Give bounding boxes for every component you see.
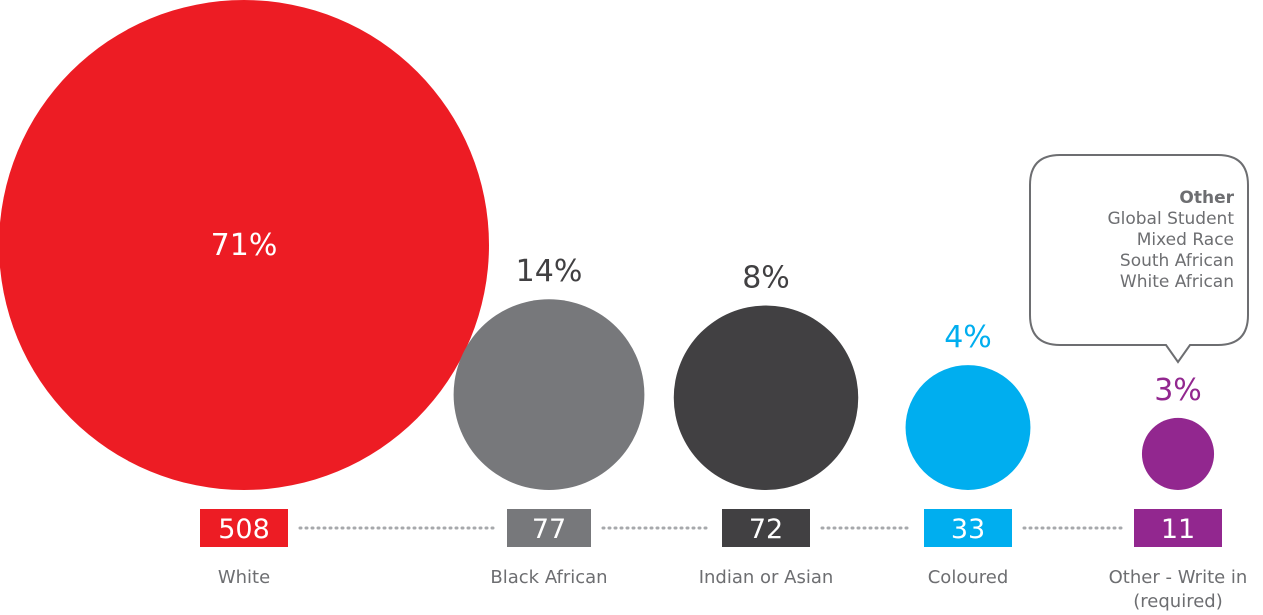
percent-label: 3% (1154, 373, 1202, 408)
callout-title: Other (1179, 188, 1234, 208)
count-label: 72 (749, 514, 783, 545)
category-label: Coloured (928, 567, 1009, 588)
bubble (453, 299, 645, 490)
category-label: Indian or Asian (699, 567, 834, 588)
percent-label: 14% (516, 254, 583, 289)
callout-item: Global Student (1107, 209, 1234, 229)
callout-item: White African (1119, 272, 1234, 292)
callout-item: Mixed Race (1136, 230, 1234, 250)
category-label: Other - Write in (required) (1109, 567, 1248, 612)
count-box (507, 509, 591, 547)
bubbles (0, 0, 1215, 490)
count-boxes: 508 77 72 33 11 (200, 509, 1222, 547)
percent-label: 8% (742, 261, 790, 296)
bubble (1141, 417, 1215, 490)
callout-item: South African (1119, 251, 1234, 271)
percent-label: 4% (944, 320, 992, 355)
count-box (1134, 509, 1222, 547)
category-label: Black African (490, 567, 607, 588)
bubble (673, 305, 859, 490)
count-label: 508 (218, 514, 270, 545)
bubble (905, 365, 1031, 490)
callout-bubble (1029, 154, 1249, 364)
count-label: 33 (951, 514, 985, 545)
count-label: 77 (532, 514, 566, 545)
count-box (722, 509, 810, 547)
bubble (0, 0, 489, 490)
category-labels: White Black African Indian or Asian Coloure… (218, 567, 1248, 612)
count-box (924, 509, 1012, 547)
percent-label: 71% (211, 228, 278, 263)
percent-labels: 71% 14% 8% 4% 3% (211, 228, 1202, 408)
count-label: 11 (1161, 514, 1195, 545)
count-box (200, 509, 288, 547)
callout-box: Other Global Student Mixed Race South Af… (1030, 155, 1248, 345)
category-label: White (218, 567, 270, 588)
